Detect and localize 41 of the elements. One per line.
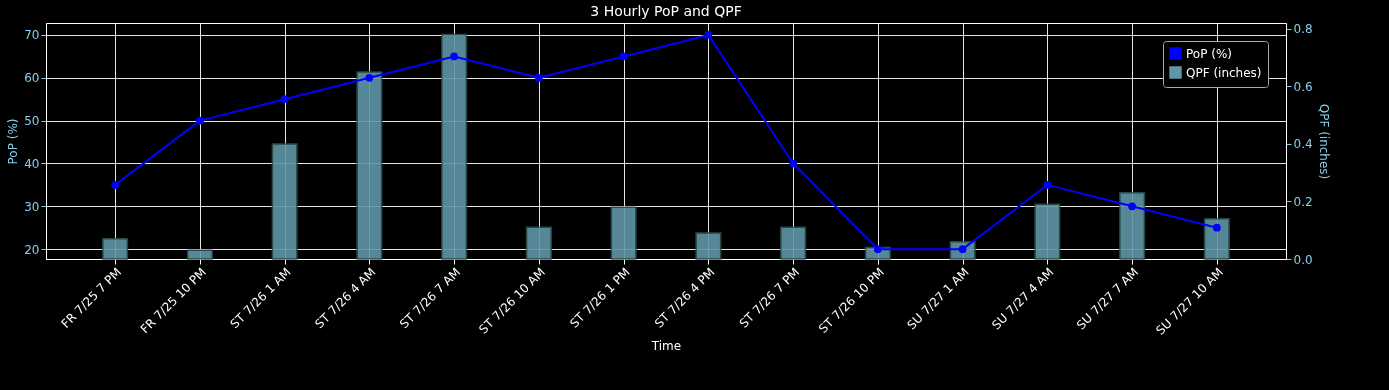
point [111,181,120,189]
point [1212,223,1221,232]
y2-tick-label: 0.0 [1293,252,1313,267]
bar [356,71,383,260]
point [789,159,797,168]
point [196,116,204,125]
point [619,52,628,61]
bar [525,226,552,260]
bar [1034,203,1061,260]
bar [1203,217,1230,260]
point [280,95,289,104]
y2-tick-label: 0.4 [1293,137,1313,152]
y-tick-label: 30 [24,199,40,214]
bar [780,226,807,260]
y2-axis-title: QPF (inches) [1316,103,1331,180]
point [450,52,459,61]
legend-label: QPF (inches) [1186,65,1262,80]
y2-tick-label: 0.8 [1293,22,1313,37]
y-tick-label: 70 [24,28,40,43]
chart-title: 3 Hourly PoP and QPF [590,2,742,19]
bar [271,143,298,260]
bar [1119,192,1146,260]
legend-label: PoP (%) [1186,46,1232,61]
point [1043,181,1052,189]
y-axis-title: PoP (%) [6,118,21,165]
bar [441,33,468,260]
y-tick-label: 60 [24,71,40,86]
bar [695,232,722,260]
y-tick-label: 20 [24,242,40,257]
bar [610,206,637,260]
point [704,31,713,39]
point [1128,202,1136,211]
y2-tick-label: 0.2 [1293,194,1313,209]
point [365,73,374,82]
y-tick-label: 40 [24,156,40,171]
bar [186,249,213,260]
y-tick-label: 50 [24,114,40,129]
x-axis-title: Time [650,338,682,353]
y2-tick-label: 0.6 [1293,79,1313,94]
bar [102,238,129,260]
point [535,73,543,82]
